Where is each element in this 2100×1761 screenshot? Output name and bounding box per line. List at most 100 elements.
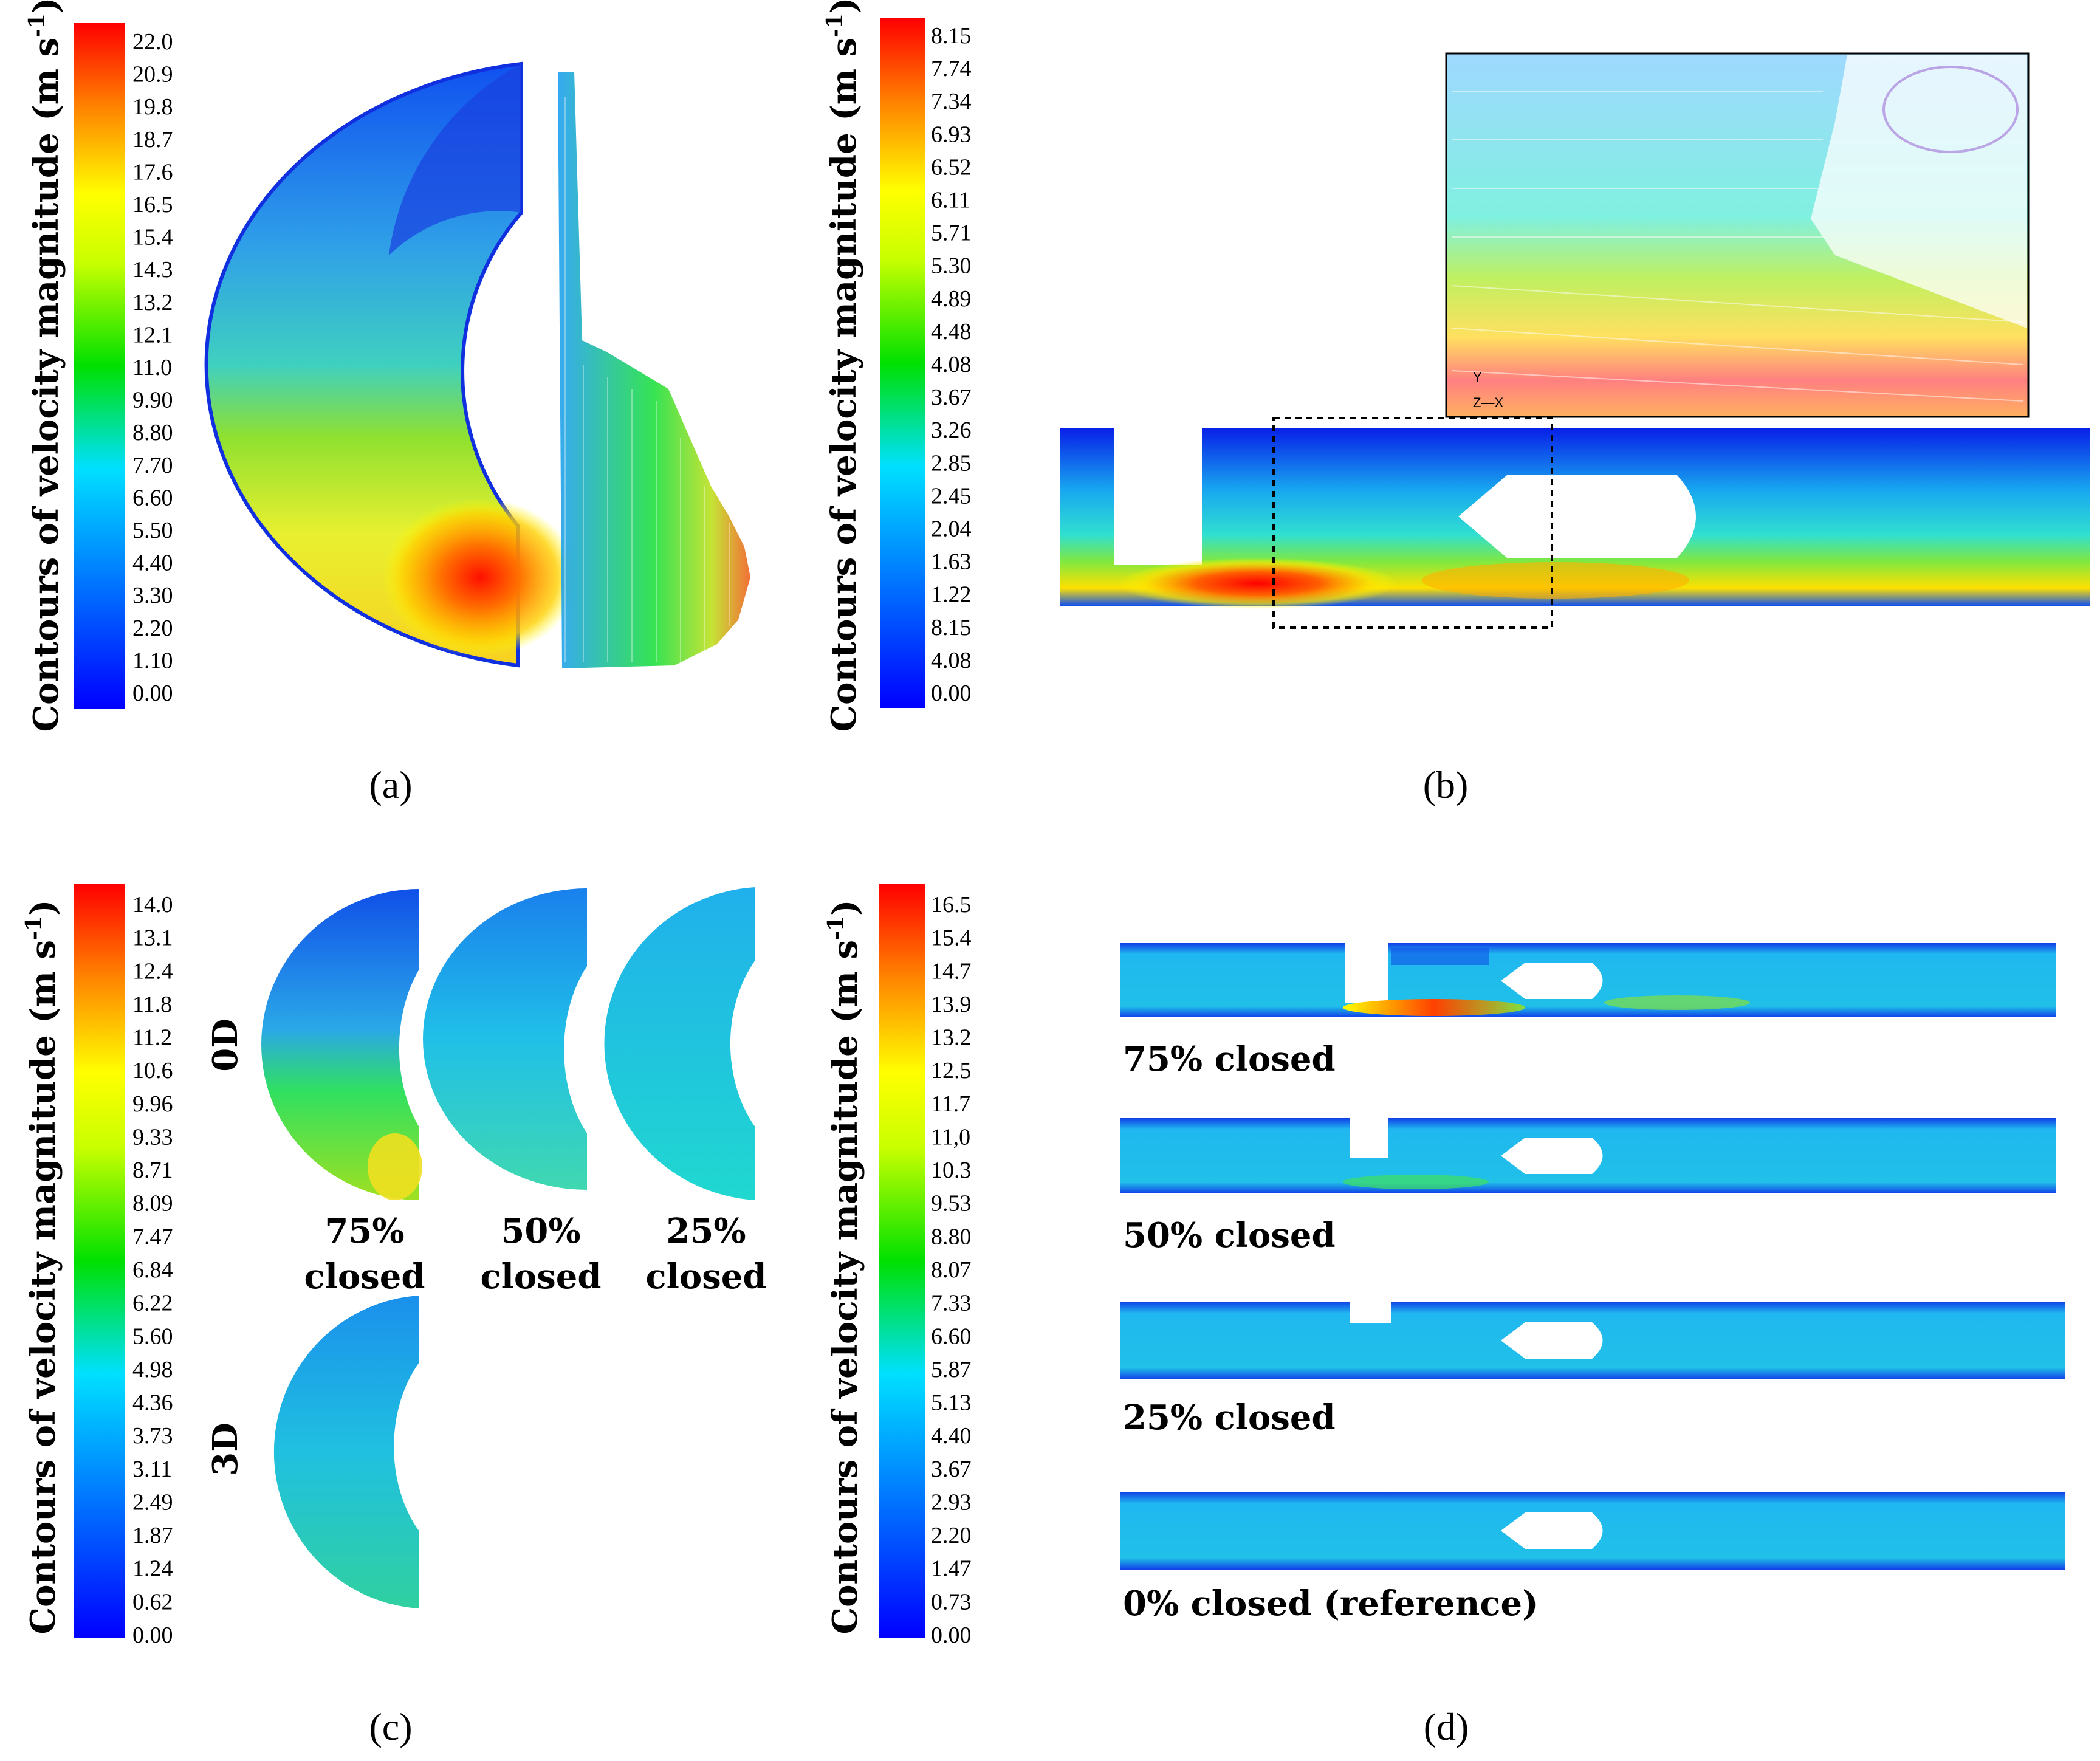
colorbar-b-tick: 1.63 [931,549,972,575]
colorbar-c-tick: 13.1 [132,925,173,951]
panel-label-d: (d) [1424,1705,1469,1748]
colorbar-d-tick: 4.40 [931,1423,972,1449]
panel-c: 14.0 13.1 12.4 11.8 11.2 10.6 9.96 9.33 8.71 8.09… [21,884,767,1748]
colorbar-d-bar [879,884,925,1638]
colorbar-c-tick: 8.71 [132,1158,173,1183]
colorbar-b-tick: 0.00 [931,681,972,706]
colorbar-d-tick: 1.47 [931,1556,972,1582]
colorbar-b-ticks: 8.15 7.74 7.34 6.93 6.52 6.11 5.71 5.30 4.89 4.48… [931,23,972,706]
inset-axis-y: Y [1473,369,1482,385]
zoom-box [1272,417,1553,629]
ring-0d-25-closed [604,887,755,1200]
colorbar-a-tick: 1.10 [132,648,173,673]
colorbar-b-tick: 5.71 [931,221,972,246]
colorbar-c-tick: 0.00 [132,1622,173,1648]
colorbar-b-bar [880,18,925,708]
pipe-d-50-obstacle [1501,1138,1603,1174]
colorbar-c-tick: 8.09 [132,1191,173,1217]
colorbar-a-bar [74,23,125,709]
colorbar-b-tick: 5.30 [931,253,972,279]
colorbar-c-tick: 3.11 [132,1457,172,1482]
colorbar-a-tick: 4.40 [132,551,173,576]
colorbar-b-tick: 7.34 [931,89,972,114]
colorbar-c-tick: 2.49 [132,1489,173,1515]
colorbar-a-tick: 7.70 [132,453,173,478]
inset-vector-lines [1452,91,2024,402]
colorbar-a-tick: 9.90 [132,388,173,413]
colorbar-c-tick: 14.0 [132,892,173,918]
colorbar-d-tick: 0.00 [931,1622,972,1648]
colorbar-b-tick: 4.48 [931,319,972,345]
inset-axis-zx: Z—X [1473,395,1503,410]
pipe-d-50-green-zone [1343,1175,1489,1189]
colorbar-d-tick: 11,0 [931,1124,970,1150]
colorbar-a-tick: 15.4 [132,225,173,250]
colorbar-b-tick: 6.11 [931,188,970,213]
colorbar-c-tick: 5.60 [132,1323,173,1349]
colorbar-c-tick: 11.8 [132,992,172,1017]
caption-d-50: 50% closed [1123,1215,1336,1255]
colorbar-c-tick: 3.73 [132,1423,173,1449]
colorbar-d-tick: 15.4 [931,925,972,951]
caption-25-closed: closed [645,1257,766,1297]
panel-label-b: (b) [1423,763,1469,806]
vector-hatching [564,97,730,662]
pipe-b-obstacle [1458,475,1696,558]
row-label-3d: 3D [205,1423,245,1476]
colorbar-d-tick: 3.67 [931,1457,972,1482]
colorbar-c-tick: 10.6 [132,1058,173,1083]
panel-d: 16.5 15.4 14.7 13.9 13.2 12.5 11.7 11,0 10.3 9.53… [823,884,2065,1748]
panel-label-c: (c) [369,1705,412,1748]
colorbar-d-tick: 8.07 [931,1257,972,1283]
caption-25-percent: 25% [666,1211,746,1251]
colorbar-a-tick: 3.30 [132,583,173,608]
colorbar-c-tick: 9.33 [132,1124,173,1150]
panel-a: 22.0 20.9 19.8 18.7 17.6 16.5 15.4 14.3 13.2 12.1… [24,0,750,806]
colorbar-b-tick: 7.74 [931,56,972,81]
colorbar-b-tick: 4.08 [931,352,972,377]
colorbar-c-tick: 1.87 [132,1523,173,1548]
colorbar-a-tick: 12.1 [132,322,173,348]
colorbar-a-ticks: 22.0 20.9 19.8 18.7 17.6 16.5 15.4 14.3 13.2 12.1… [132,29,173,706]
colorbar-b-tick: 6.93 [931,122,972,147]
colorbar-c-tick: 4.36 [132,1390,173,1416]
row-label-0d: 0D [205,1018,245,1072]
colorbar-d-tick: 12.5 [931,1058,972,1083]
colorbar-a-label: Contours of velocity magnitude (m s-1) [24,0,66,732]
inset-upper-right-region [1811,55,2027,328]
ring-blue-zone [389,64,521,255]
colorbar-d-tick: 10.3 [931,1158,972,1183]
colorbar-a-tick: 18.7 [132,127,173,153]
colorbar-d-tick: 2.93 [931,1489,972,1515]
colorbar-c-ticks: 14.0 13.1 12.4 11.8 11.2 10.6 9.96 9.33 8.71 8.09… [132,892,173,1648]
pipe-b-hot-zone [1118,558,1398,609]
colorbar-d-tick: 2.20 [931,1523,972,1548]
colorbar-d-tick: 5.13 [931,1390,972,1416]
colorbar-b-tick: 8.15 [931,23,972,49]
colorbar-b-tick: 2.45 [931,483,972,509]
colorbar-d-tick: 11.7 [931,1091,970,1117]
colorbar-a-tick: 17.6 [132,159,173,185]
colorbar-a-tick: 5.50 [132,518,173,543]
ring-hot-zone [383,498,577,656]
colorbar-d-tick: 5.87 [931,1357,972,1382]
pipe-d-75-obstacle [1501,963,1603,999]
colorbar-d-tick: 7.33 [931,1291,972,1316]
colorbar-c-tick: 4.98 [132,1357,173,1382]
ring-3d-75-closed [273,1296,419,1608]
colorbar-b-tick: 3.67 [931,385,972,410]
colorbar-d-tick: 16.5 [931,892,972,918]
colorbar-d-tick: 14.7 [931,958,972,984]
caption-75-closed: closed [304,1257,425,1297]
pipe-b-warm-zone [1422,562,1689,599]
colorbar-a-tick: 6.60 [132,485,173,510]
colorbar-b-tick: 2.85 [931,450,972,476]
colorbar-b-tick: 8.15 [931,615,972,640]
colorbar-c-tick: 12.4 [132,958,173,984]
colorbar-b-tick: 3.26 [931,417,972,443]
pipe-d-75-blue-zone [1391,948,1489,965]
pipe-d-50-gate [1350,1118,1388,1158]
colorbar-c-tick: 7.47 [132,1224,173,1249]
colorbar-d-tick: 13.9 [931,992,972,1017]
